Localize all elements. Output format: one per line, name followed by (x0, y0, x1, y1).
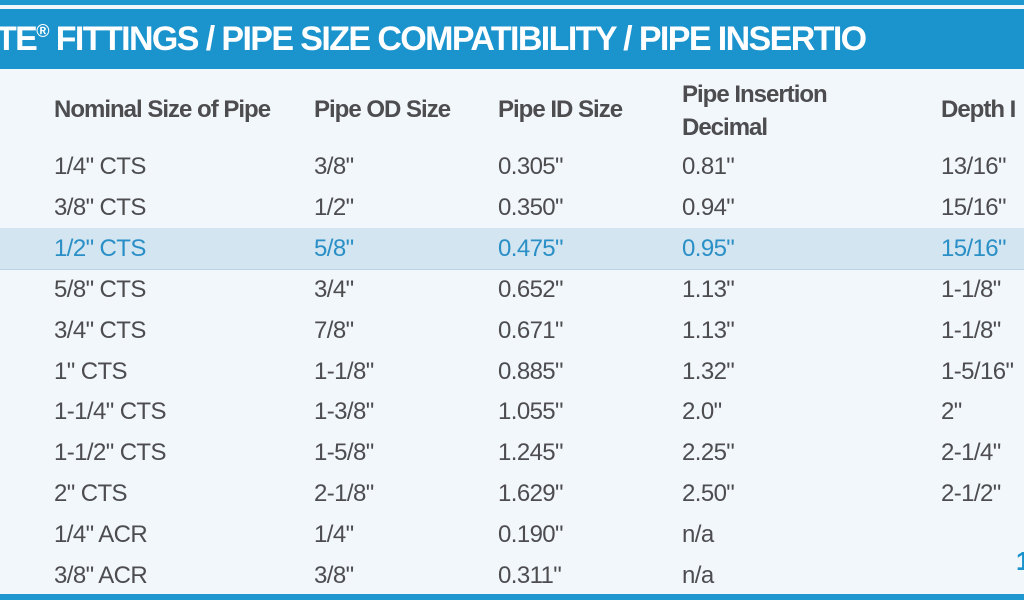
table-cell: 1-1/2" CTS (54, 439, 167, 467)
title-prefix: TE (0, 20, 38, 58)
table-cell: 1-1/8" (941, 275, 1001, 303)
table-cell: 15/16" (941, 193, 1007, 221)
header-id-size: Pipe ID Size (498, 96, 623, 123)
table-cell: 0.190" (498, 521, 564, 549)
header-depth: Depth I (941, 96, 1016, 123)
table-cell: 0.95" (682, 234, 735, 262)
table-cell: 3/8" (314, 153, 354, 180)
table-row: 3/8" CTS 1/2" 0.350" 0.94" 15/16" (0, 187, 1024, 228)
table-cell: 0.94" (682, 193, 735, 221)
table-cell: 1/2" (314, 193, 354, 221)
table-cell: 0.81" (682, 153, 735, 180)
table-cell: 0.652" (498, 275, 564, 303)
table-row: 3/8" ACR 3/8" 0.311" n/a (0, 555, 1024, 596)
header-line: Pipe Insertion (682, 81, 828, 108)
table-row: 5/8" CTS 3/4" 0.652" 1.13" 1-1/8" (0, 269, 1024, 310)
table-row: 3/4" CTS 7/8" 0.671" 1.13" 1-1/8" (0, 310, 1024, 351)
table-row: 1/4" CTS 3/8" 0.305" 0.81" 13/16" (0, 146, 1024, 187)
header-insertion-decimal: Pipe Insertion Decimal (682, 78, 828, 144)
title-banner: TE® FITTINGS / PIPE SIZE COMPATIBILITY /… (0, 9, 1024, 69)
header-od-size: Pipe OD Size (314, 96, 451, 123)
table-cell: 0.885" (498, 357, 564, 385)
table-row: 1" CTS 1-1/8" 0.885" 1.32" 1-5/16" (0, 351, 1024, 392)
table-cell: 7/8" (314, 316, 354, 344)
bottom-rule (0, 594, 1024, 600)
table-cell: 1/4" ACR (54, 521, 148, 549)
table-cell: 3/8" ACR (54, 562, 148, 589)
table-cell: 2-1/4" (941, 439, 1001, 467)
table-cell: 1-1/8" (941, 316, 1001, 344)
table-cell: 0.305" (498, 153, 564, 180)
table-cell: 2-1/8" (314, 480, 374, 508)
table-cell: 1.13" (682, 316, 735, 344)
table-cell: 1.055" (498, 398, 564, 426)
title-rest: FITTINGS / PIPE SIZE COMPATIBILITY / PIP… (47, 20, 867, 58)
table-cell: 5/8" CTS (54, 275, 146, 303)
table-cell: 2" CTS (54, 480, 128, 508)
table-row: 1-1/2" CTS 1-5/8" 1.245" 2.25" 2-1/4" (0, 432, 1024, 473)
table-cell: 1.32" (682, 357, 735, 385)
table-cell: n/a (682, 521, 714, 549)
table-cell: 0.475" (498, 234, 564, 262)
table-cell: 1-5/16" (941, 357, 1014, 385)
table-cell: 2" (941, 398, 962, 426)
table-cell: 3/4" (314, 275, 354, 303)
table-cell: 0.311" (498, 562, 562, 589)
table-cell: 2.50" (682, 480, 735, 508)
table-cell: 0.671" (498, 316, 564, 344)
table-cell: 1.629" (498, 480, 564, 508)
table-cell: 1" CTS (54, 357, 128, 385)
top-rule (0, 0, 1024, 5)
table-cell: 3/8" CTS (54, 193, 146, 221)
table-row: 1/4" ACR 1/4" 0.190" n/a (0, 514, 1024, 555)
header-nominal-size: Nominal Size of Pipe (54, 96, 271, 123)
table-cell: 1-1/8" (314, 357, 374, 385)
header-line: Decimal (682, 114, 768, 141)
registered-mark: ® (36, 21, 49, 41)
table-row: 2" CTS 2-1/8" 1.629" 2.50" 2-1/2" (0, 473, 1024, 514)
table-cell: n/a (682, 562, 714, 589)
table-cell: 1/2" CTS (54, 234, 146, 262)
banner-title: TE® FITTINGS / PIPE SIZE COMPATIBILITY /… (0, 9, 867, 69)
table-row: 1/2" CTS 5/8" 0.475" 0.95" 15/16" (0, 227, 1024, 270)
table-cell: 1-1/4" CTS (54, 398, 167, 426)
table-row: 1-1/4" CTS 1-3/8" 1.055" 2.0" 2" (0, 391, 1024, 432)
table-cell: 5/8" (314, 234, 354, 262)
table-cell: 1/4" (314, 521, 354, 549)
table-cell: 1-3/8" (314, 398, 374, 426)
table-cell: 3/8" (314, 562, 354, 589)
table-cell: 1-5/8" (314, 439, 374, 467)
table-cell: 1.245" (498, 439, 564, 467)
table-cell: 2-1/2" (941, 480, 1001, 508)
table-cell: 3/4" CTS (54, 316, 146, 344)
table-cell: 13/16" (941, 153, 1007, 180)
table-cell: 0.350" (498, 193, 564, 221)
edge-fragment: 1 (1016, 546, 1024, 576)
table-cell: 2.25" (682, 439, 735, 467)
table-cell: 2.0" (682, 398, 722, 426)
table-cell: 1.13" (682, 275, 735, 303)
table-cell: 1/4" CTS (54, 153, 146, 180)
table-cell: 15/16" (941, 234, 1007, 262)
